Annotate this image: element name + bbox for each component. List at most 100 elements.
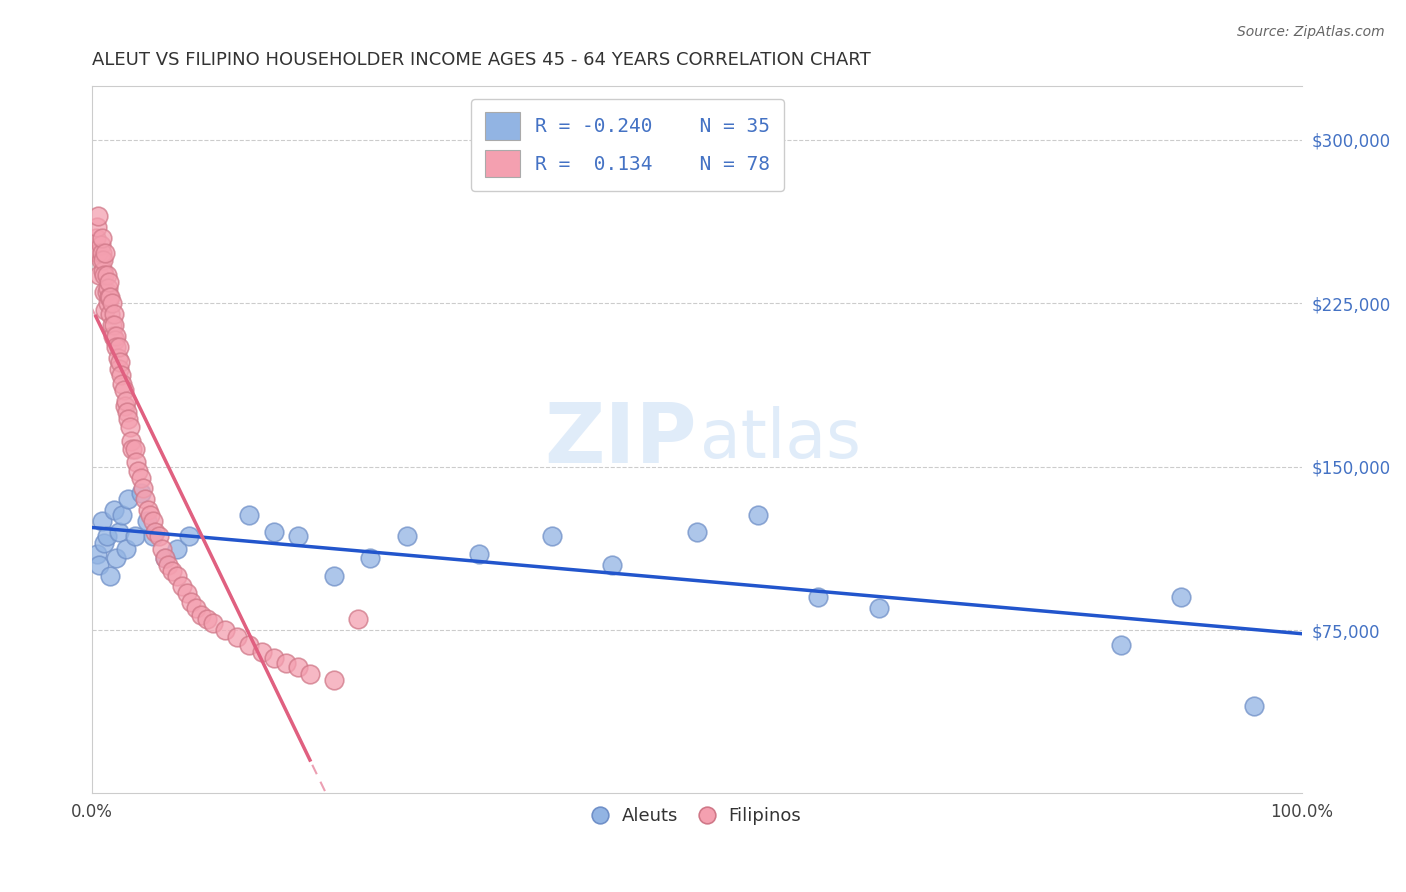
Point (153, 551, 176, 566)
Point (94, 246, 117, 260)
Point (323, 673, 346, 687)
Point (90, 237, 112, 252)
Point (96, 268, 118, 282)
Point (602, 558, 624, 572)
Text: ALEUT VS FILIPINO HOUSEHOLDER INCOME AGES 45 - 64 YEARS CORRELATION CHART: ALEUT VS FILIPINO HOUSEHOLDER INCOME AGE… (93, 51, 870, 69)
Point (90, 231, 112, 245)
Point (287, 529, 309, 543)
Point (91, 263, 114, 277)
Point (104, 334, 127, 348)
Point (96, 285, 118, 300)
Point (263, 651, 285, 665)
Point (1109, 638, 1132, 652)
Point (226, 630, 249, 644)
Point (298, 666, 321, 681)
Point (111, 376, 134, 391)
Point (468, 547, 491, 561)
Point (166, 542, 188, 557)
Point (100, 296, 122, 310)
Point (359, 551, 381, 566)
Point (84, 231, 107, 245)
Point (90, 246, 112, 260)
Point (214, 623, 236, 637)
Point (105, 340, 128, 354)
Point (747, 508, 769, 522)
Point (86, 220, 108, 235)
Point (143, 524, 166, 539)
Point (112, 384, 135, 398)
Point (103, 318, 125, 332)
Point (93, 285, 115, 300)
Point (118, 420, 141, 434)
Point (250, 645, 273, 659)
Point (105, 329, 128, 343)
Point (120, 434, 142, 448)
Point (105, 551, 128, 566)
Point (153, 551, 176, 566)
Point (107, 340, 129, 354)
Point (115, 394, 138, 409)
Point (139, 508, 162, 522)
Point (124, 442, 146, 457)
Point (176, 586, 198, 600)
Point (87, 209, 110, 223)
Point (90, 252, 112, 267)
Point (148, 529, 170, 543)
Point (97, 296, 120, 310)
Point (274, 656, 297, 670)
Point (190, 607, 212, 622)
Point (166, 568, 188, 582)
Point (94, 302, 117, 317)
Point (93, 536, 115, 550)
Point (110, 368, 132, 383)
Point (98, 568, 121, 582)
Point (89, 558, 111, 572)
Point (90, 514, 112, 528)
Point (132, 482, 155, 496)
Text: Source: ZipAtlas.com: Source: ZipAtlas.com (1237, 25, 1385, 39)
Point (108, 355, 131, 369)
Point (87, 246, 110, 260)
Point (1170, 591, 1192, 605)
Point (180, 595, 202, 609)
Point (177, 529, 200, 543)
Point (107, 361, 129, 376)
Point (263, 524, 285, 539)
Point (124, 529, 146, 543)
Point (91, 252, 114, 267)
Point (98, 275, 121, 289)
Point (170, 579, 193, 593)
Point (868, 601, 890, 615)
Point (202, 616, 225, 631)
Point (157, 558, 180, 572)
Point (93, 268, 115, 282)
Point (97, 281, 120, 295)
Point (121, 442, 143, 457)
Point (107, 351, 129, 365)
Point (238, 508, 260, 522)
Point (135, 514, 157, 528)
Point (134, 492, 156, 507)
Point (686, 524, 709, 539)
Text: atlas: atlas (700, 407, 860, 473)
Point (98, 307, 121, 321)
Point (395, 529, 418, 543)
Point (103, 307, 125, 321)
Point (150, 542, 173, 557)
Point (129, 485, 152, 500)
Point (129, 470, 152, 484)
Point (136, 503, 159, 517)
Point (238, 638, 260, 652)
Point (347, 612, 370, 626)
Point (111, 508, 134, 522)
Text: ZIP: ZIP (544, 399, 697, 480)
Point (107, 524, 129, 539)
Point (807, 591, 830, 605)
Point (323, 568, 346, 582)
Point (142, 529, 165, 543)
Legend: Aleuts, Filipinos: Aleuts, Filipinos (583, 797, 810, 834)
Point (89, 268, 111, 282)
Point (127, 464, 149, 478)
Point (117, 411, 139, 425)
Point (195, 612, 218, 626)
